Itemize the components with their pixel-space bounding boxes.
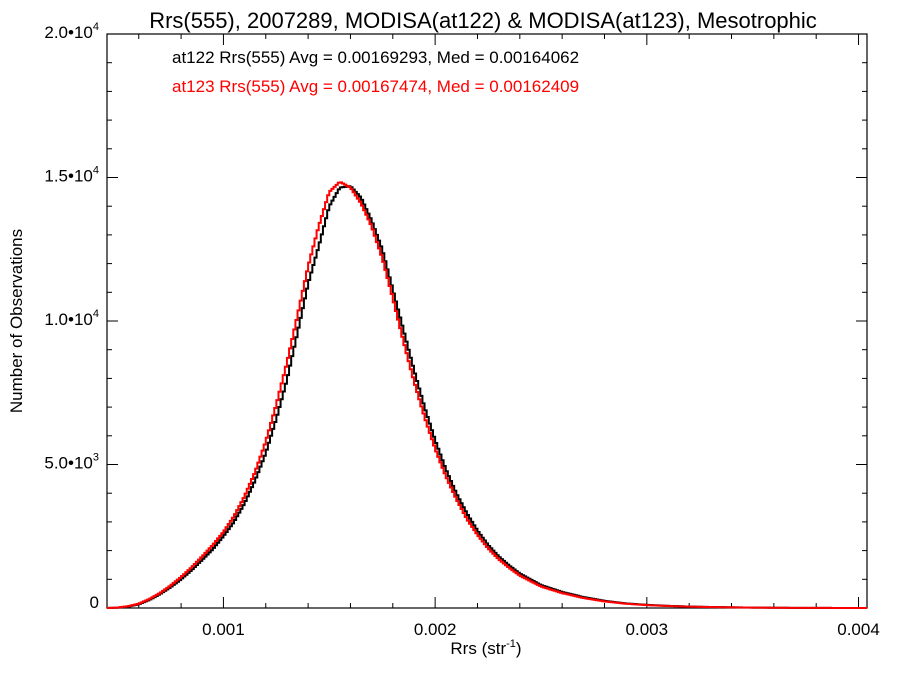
y-tick-label-base: 1.0•10 [44,310,93,329]
y-tick-label-base: 5.0•10 [44,454,93,473]
y-tick-label: 5.0•103 [44,452,99,473]
x-tick-label: 0.002 [414,620,457,639]
y-tick-label-exponent: 4 [93,21,99,33]
legend-entry-at122: at122 Rrs(555) Avg = 0.00169293, Med = 0… [172,48,579,67]
axis-ticks: 0.001 0.002 0.003 0.00405.0•1031.0•1041.5•1… [44,21,879,639]
x-axis-label-main: Rrs (str [450,639,506,658]
x-axis-label: Rrs (str-1) [450,638,521,658]
legend: at122 Rrs(555) Avg = 0.00169293, Med = 0… [172,48,579,96]
x-tick-label: 0.004 [837,620,880,639]
y-tick-label: 2.0•104 [44,21,99,42]
y-tick-label: 1.5•104 [44,165,99,186]
series-layer [107,181,867,609]
y-tick-label-exponent: 4 [93,308,99,320]
series-line-at122 [107,185,867,609]
plot-frame [106,33,868,609]
series-line-at123 [107,181,867,609]
y-tick-label-base: 1.5•10 [44,167,93,186]
y-tick-label-base: 0 [90,593,99,612]
y-axis-label: Number of Observations [7,229,26,413]
y-tick-label: 0 [90,593,99,612]
x-tick-label: 0.001 [202,620,245,639]
x-tick-label: 0.003 [626,620,669,639]
y-tick-label: 1.0•104 [44,308,99,329]
y-tick-label-exponent: 4 [93,165,99,177]
y-tick-label-exponent: 3 [93,452,99,464]
x-axis-label-suffix: ) [516,639,522,658]
chart-title: Rrs(555), 2007289, MODISA(at122) & MODIS… [149,8,817,33]
y-tick-label-base: 2.0•10 [44,23,93,42]
legend-entry-at123: at123 Rrs(555) Avg = 0.00167474, Med = 0… [172,77,579,96]
x-axis-label-superscript: -1 [506,638,516,650]
